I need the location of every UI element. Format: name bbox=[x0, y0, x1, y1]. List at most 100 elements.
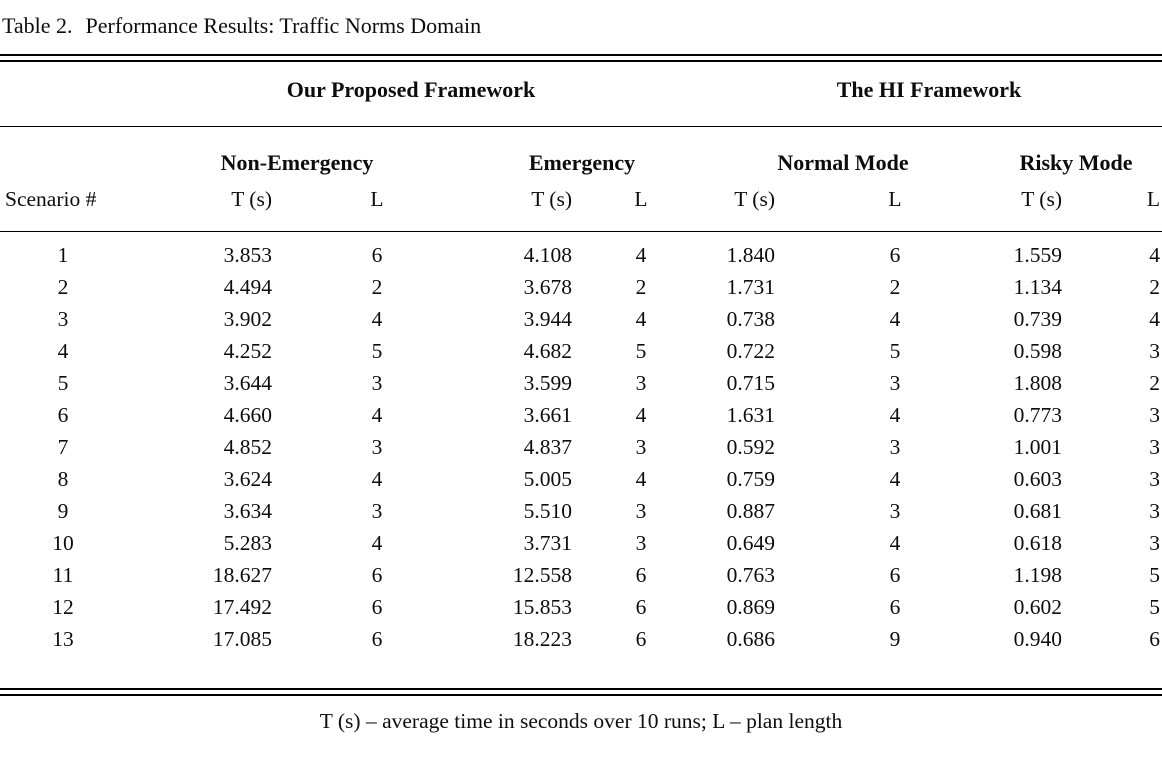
table-cell: 6 bbox=[635, 627, 647, 651]
table-cell: 5.005 bbox=[523, 467, 572, 491]
column-header-length-emergency: L bbox=[586, 175, 696, 232]
table-cell: 3.944 bbox=[523, 307, 572, 331]
table-cell: 3.599 bbox=[523, 371, 572, 395]
table-cell: 4 bbox=[889, 531, 901, 555]
table-row: 2 4.494 2 3.678 2 1.731 2 1.134 2 bbox=[0, 271, 1162, 303]
table-cell: 6 bbox=[371, 627, 383, 651]
table-cell: 4 bbox=[889, 467, 901, 491]
table-cell: 1.631 bbox=[726, 403, 775, 427]
table-cell: 18.223 bbox=[512, 627, 572, 651]
group-header-spacer bbox=[0, 62, 126, 127]
table-cell: 1.001 bbox=[1013, 435, 1062, 459]
table-cell: 0.686 bbox=[726, 627, 775, 651]
table-cell: 4 bbox=[635, 467, 647, 491]
table-cell: 9 bbox=[57, 499, 69, 523]
table-cell: 6 bbox=[889, 243, 901, 267]
table-cell: 12 bbox=[52, 595, 74, 619]
table-cell: 4 bbox=[1149, 243, 1161, 267]
framework-group-header-row: Our Proposed Framework The HI Framework bbox=[0, 62, 1162, 127]
column-header-time-normal-mode: T (s) bbox=[696, 175, 800, 232]
table-cell: 6 bbox=[371, 243, 383, 267]
table-cell: 3 bbox=[1149, 531, 1161, 555]
table-cell: 0.739 bbox=[1013, 307, 1062, 331]
table-cell: 7 bbox=[57, 435, 69, 459]
table-cell: 2 bbox=[1149, 371, 1161, 395]
table-cell: 4.494 bbox=[223, 275, 272, 299]
table-cell: 4 bbox=[889, 403, 901, 427]
table-cell: 3 bbox=[889, 435, 901, 459]
table-cell: 0.602 bbox=[1013, 595, 1062, 619]
subgroup-header-spacer bbox=[0, 127, 126, 176]
table-cell: 5.510 bbox=[523, 499, 572, 523]
column-header-length-risky-mode: L bbox=[1132, 175, 1162, 232]
table-cell: 0.681 bbox=[1013, 499, 1062, 523]
table-cell: 1.134 bbox=[1013, 275, 1062, 299]
table-cell: 3.678 bbox=[523, 275, 572, 299]
table-cell: 0.887 bbox=[726, 499, 775, 523]
table-cell: 4.252 bbox=[223, 339, 272, 363]
table-row: 7 4.852 3 4.837 3 0.592 3 1.001 3 bbox=[0, 431, 1162, 463]
table-cell: 3 bbox=[635, 531, 647, 555]
table-cell: 3.853 bbox=[223, 243, 272, 267]
subgroup-header-normal-mode: Normal Mode bbox=[777, 150, 909, 175]
table-cell: 5.283 bbox=[223, 531, 272, 555]
table-cell: 3 bbox=[635, 371, 647, 395]
results-table: Our Proposed Framework The HI Framework … bbox=[0, 62, 1162, 664]
table-cell: 0.618 bbox=[1013, 531, 1062, 555]
table-row: 5 3.644 3 3.599 3 0.715 3 1.808 2 bbox=[0, 367, 1162, 399]
table-cell: 1.731 bbox=[726, 275, 775, 299]
column-header-length-normal-mode: L bbox=[800, 175, 990, 232]
table-cell: 6 bbox=[371, 563, 383, 587]
table-cell: 3 bbox=[635, 435, 647, 459]
table-cell: 4 bbox=[371, 403, 383, 427]
table-cell: 17.085 bbox=[212, 627, 272, 651]
table-cell: 6 bbox=[889, 563, 901, 587]
table-cell: 0.649 bbox=[726, 531, 775, 555]
table-body: 1 3.853 6 4.108 4 1.840 6 1.559 4 2 4.494 2 3.678 2 1.… bbox=[0, 232, 1162, 665]
table-cell: 6 bbox=[1149, 627, 1161, 651]
table-cell: 4.108 bbox=[523, 243, 572, 267]
table-cell: 3 bbox=[371, 371, 383, 395]
table-cell: 3.902 bbox=[223, 307, 272, 331]
table-row: 11 18.627 6 12.558 6 0.763 6 1.198 5 bbox=[0, 559, 1162, 591]
table-cell: 2 bbox=[1149, 275, 1161, 299]
table-cell: 3 bbox=[1149, 499, 1161, 523]
column-header-time-risky-mode: T (s) bbox=[990, 175, 1132, 232]
table-cell: 2 bbox=[57, 275, 69, 299]
table-title: Table 2. Performance Results: Traffic Nor… bbox=[0, 0, 1162, 39]
table-cell: 4 bbox=[371, 307, 383, 331]
table-row: 9 3.634 3 5.510 3 0.887 3 0.681 3 bbox=[0, 495, 1162, 527]
table-cell: 8 bbox=[57, 467, 69, 491]
table-cell: 5 bbox=[57, 371, 69, 395]
table-cell: 1.808 bbox=[1013, 371, 1062, 395]
table-cell: 0.715 bbox=[726, 371, 775, 395]
table-cell: 18.627 bbox=[212, 563, 272, 587]
table-cell: 4.682 bbox=[523, 339, 572, 363]
table-cell: 4.660 bbox=[223, 403, 272, 427]
bottom-double-rule bbox=[0, 688, 1162, 696]
table-cell: 9 bbox=[889, 627, 901, 651]
column-header-time-emergency: T (s) bbox=[468, 175, 586, 232]
group-header-proposed-framework: Our Proposed Framework bbox=[126, 62, 696, 127]
table-cell: 3.731 bbox=[523, 531, 572, 555]
table-row: 6 4.660 4 3.661 4 1.631 4 0.773 3 bbox=[0, 399, 1162, 431]
table-cell: 1.198 bbox=[1013, 563, 1062, 587]
table-cell: 3 bbox=[635, 499, 647, 523]
table-cell: 0.722 bbox=[726, 339, 775, 363]
table-footnote: T (s) – average time in seconds over 10 … bbox=[319, 709, 843, 733]
table-cell: 0.603 bbox=[1013, 467, 1062, 491]
table-cell: 3 bbox=[57, 307, 69, 331]
table-cell: 3 bbox=[371, 435, 383, 459]
table-cell: 3.644 bbox=[223, 371, 272, 395]
table-cell: 3 bbox=[1149, 339, 1161, 363]
table-cell: 11 bbox=[52, 563, 74, 587]
table-cell: 4 bbox=[371, 467, 383, 491]
table-cell: 6 bbox=[371, 595, 383, 619]
table-cell: 4.852 bbox=[223, 435, 272, 459]
column-header-row: Scenario # T (s) L T (s) L T (s) L T (s)… bbox=[0, 175, 1162, 232]
table-cell: 5 bbox=[371, 339, 383, 363]
table-cell: 2 bbox=[635, 275, 647, 299]
table-cell: 6 bbox=[635, 595, 647, 619]
table-cell: 10 bbox=[52, 531, 74, 555]
